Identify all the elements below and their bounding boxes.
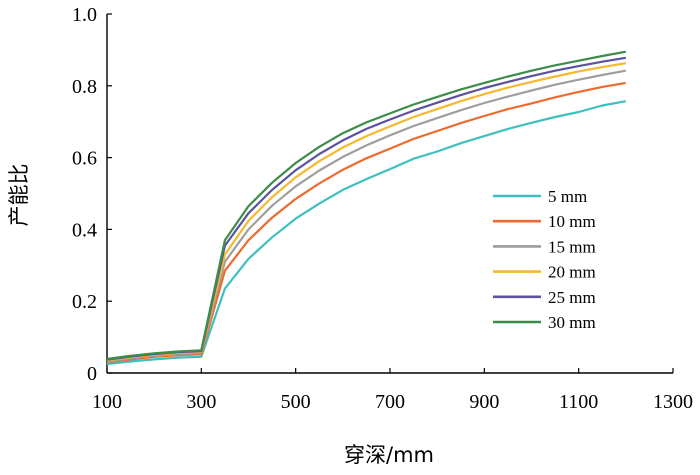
x-tick-label: 900 <box>469 391 499 413</box>
legend-label: 15 mm <box>548 237 596 256</box>
x-tick-label: 1100 <box>559 391 598 413</box>
y-tick-label: 0 <box>87 363 97 385</box>
x-tick-label: 1300 <box>653 391 693 413</box>
legend-label: 5 mm <box>548 187 587 206</box>
y-tick-label: 1.0 <box>72 4 97 26</box>
legend-label: 20 mm <box>548 263 596 282</box>
y-axis-title: 产能比 <box>7 164 31 227</box>
legend-label: 30 mm <box>548 313 596 332</box>
x-axis-title: 穿深/mm <box>344 443 434 467</box>
legend-label: 25 mm <box>548 288 596 307</box>
tick-labels: 0 0.2 0.4 0.6 0.8 1.0 100 300 500 700 900 1100 1300 <box>72 4 693 413</box>
y-tick-label: 0.8 <box>72 76 97 98</box>
legend-label: 10 mm <box>548 212 596 231</box>
series-line-5mm <box>106 100 626 366</box>
series-line-10mm <box>106 81 626 364</box>
x-tick-label: 500 <box>281 391 311 413</box>
legend: 5 mm 10 mm 15 mm 20 mm 25 mm 30 mm <box>493 187 596 332</box>
y-tick-label: 0.6 <box>72 148 97 170</box>
x-tick-label: 300 <box>186 391 216 413</box>
series-lines <box>106 50 626 366</box>
y-tick-label: 0.2 <box>72 291 97 313</box>
series-line-30mm <box>106 50 626 361</box>
x-tick-label: 100 <box>92 391 122 413</box>
axes <box>106 13 674 374</box>
y-tick-label: 0.4 <box>72 219 97 241</box>
x-tick-label: 700 <box>375 391 405 413</box>
